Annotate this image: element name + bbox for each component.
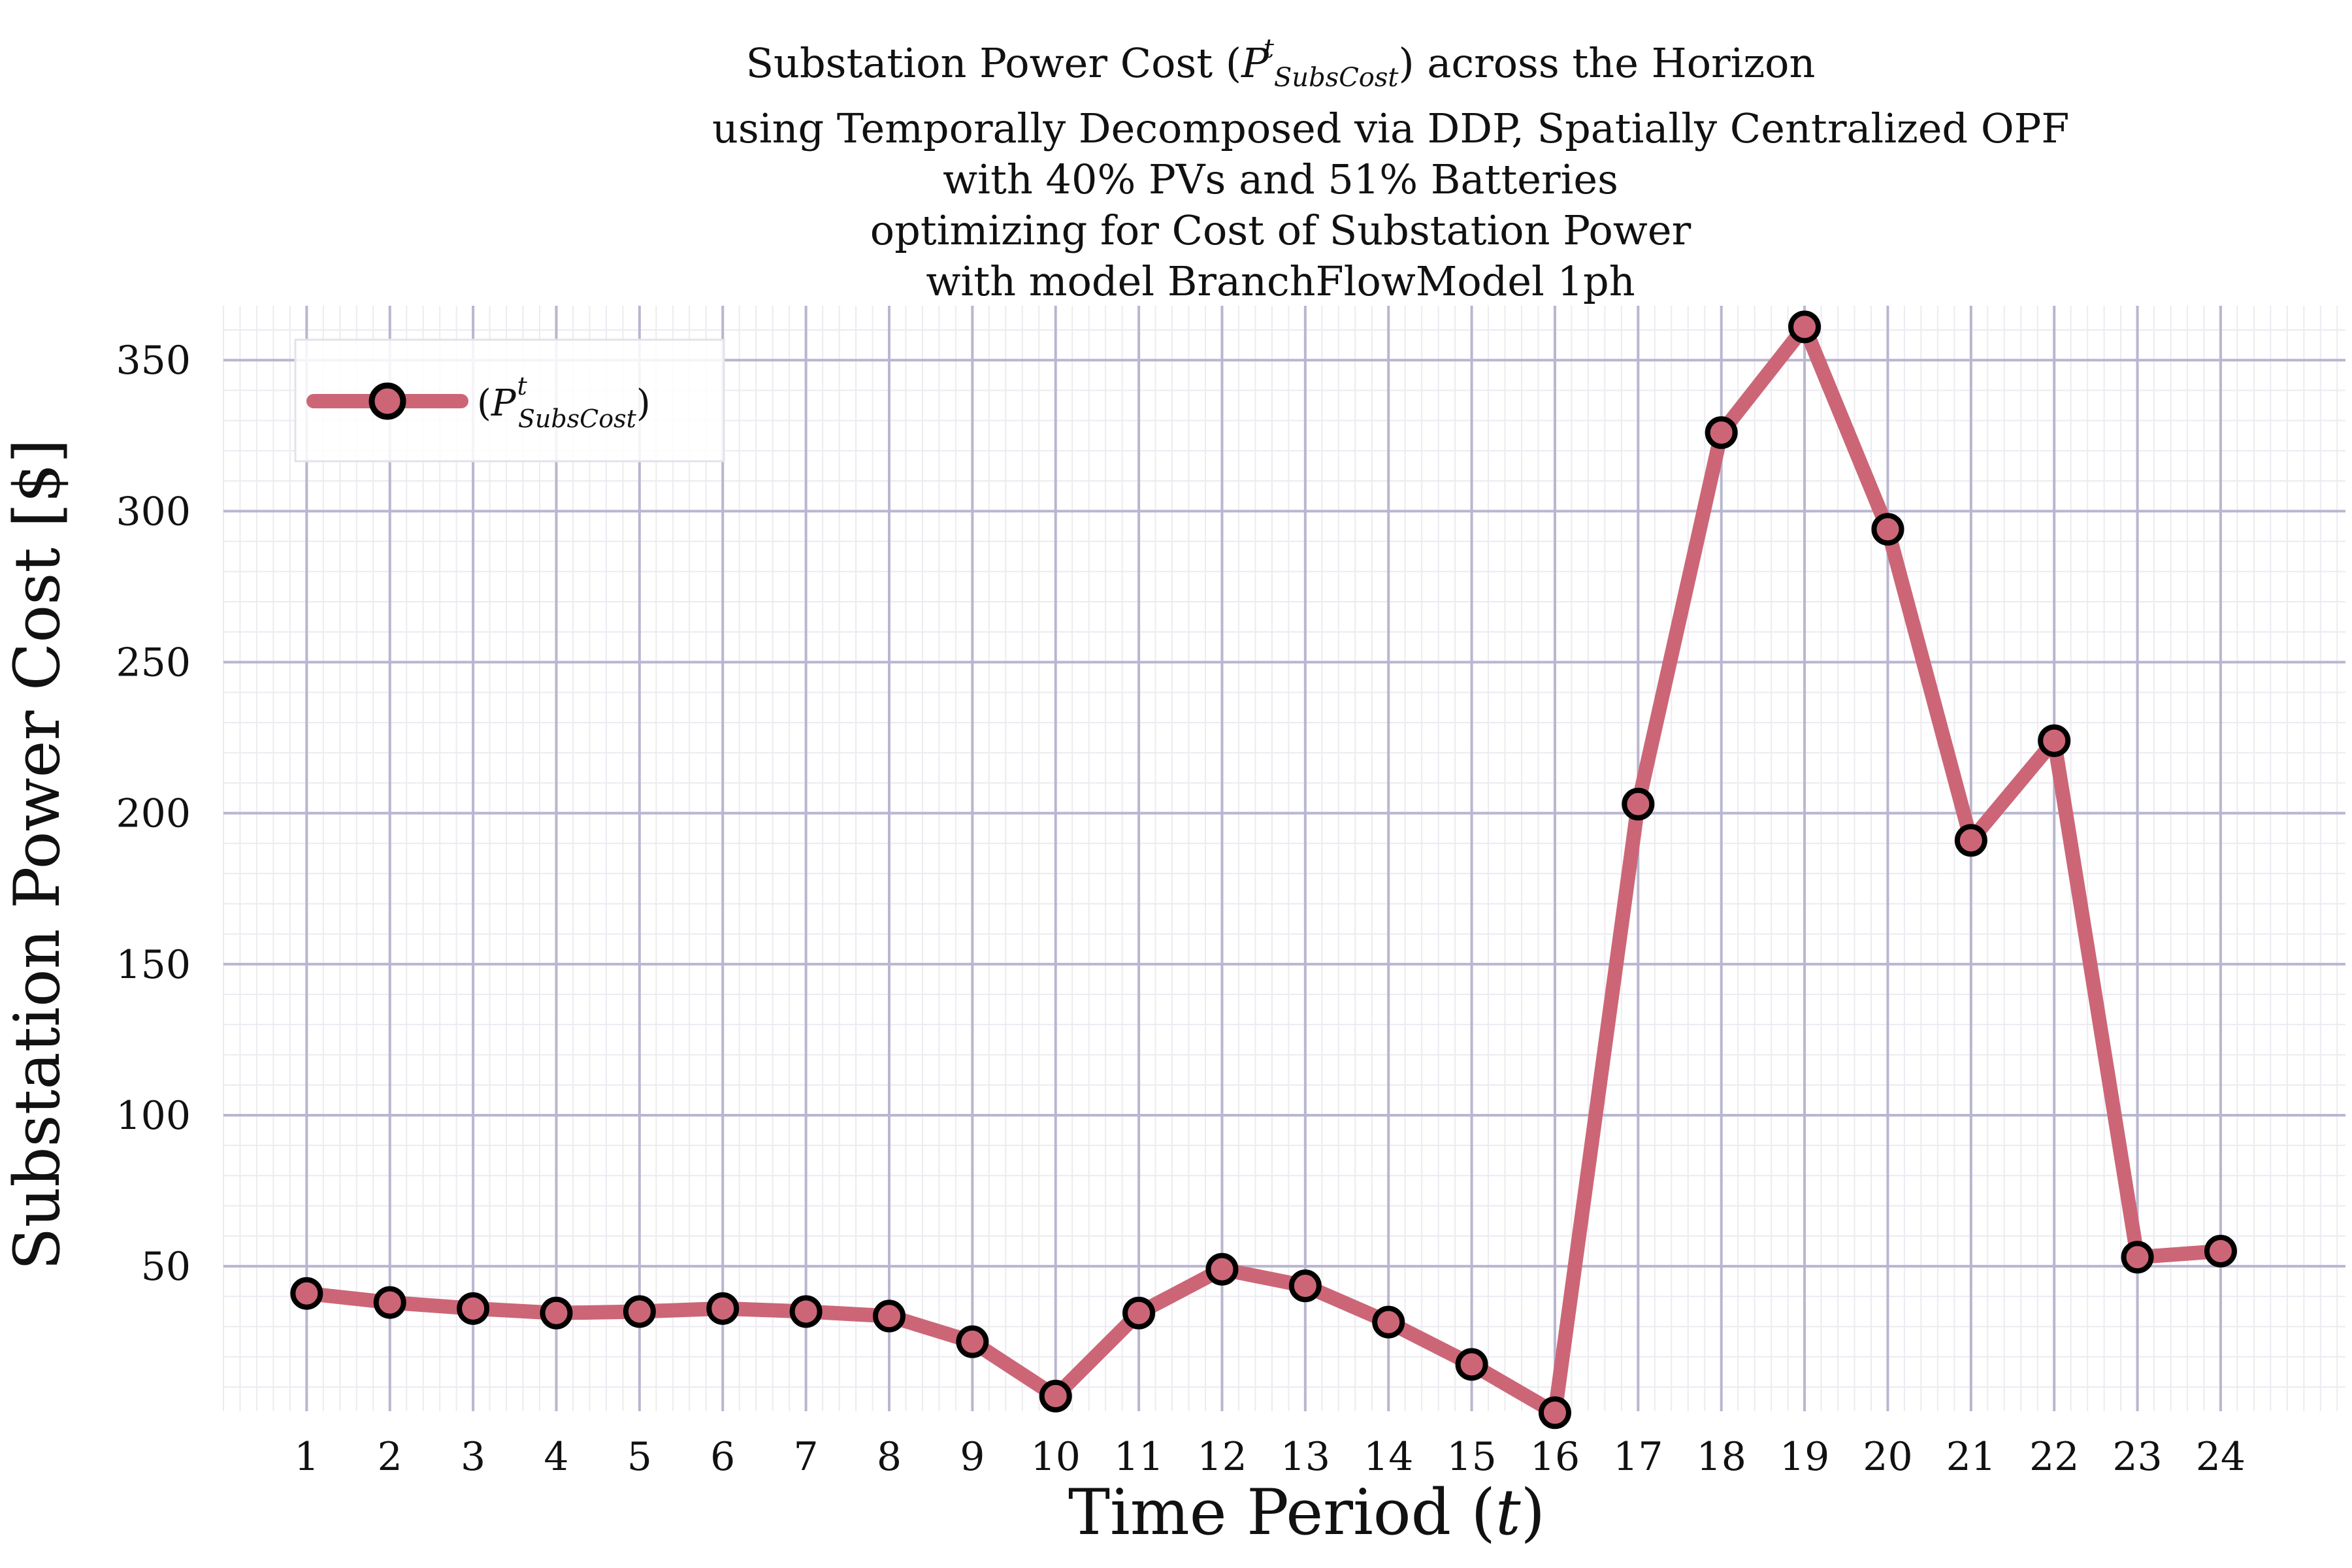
x-tick-label: 2 <box>378 1434 402 1480</box>
legend-symbol: P <box>491 382 517 425</box>
data-point-marker <box>623 1295 656 1328</box>
x-tick-label: 24 <box>2196 1434 2246 1480</box>
data-point-marker <box>1039 1379 1072 1413</box>
x-tick-label: 13 <box>1281 1434 1330 1480</box>
title-line-5: with model BranchFlowModel 1ph <box>926 257 1635 305</box>
y-axis-label: Substation Power Cost [$] <box>1 438 74 1270</box>
x-tick-label: 4 <box>544 1434 568 1480</box>
data-point-marker <box>872 1299 906 1333</box>
x-tick-label: 20 <box>1863 1434 1912 1480</box>
data-point-marker <box>457 1292 490 1325</box>
x-tick-label: 5 <box>627 1434 652 1480</box>
x-tick-label: 23 <box>2112 1434 2162 1480</box>
title-line-2: using Temporally Decomposed via DDP, Spa… <box>712 105 2070 152</box>
y-tick-label: 350 <box>116 338 191 384</box>
title-subscript: SubsCost <box>1273 63 1399 93</box>
data-point-marker <box>1372 1305 1405 1339</box>
data-point-marker <box>1871 513 1904 546</box>
x-tick-label: 16 <box>1530 1434 1580 1480</box>
legend: (Pt SubsCost) <box>294 338 725 463</box>
x-tick-label: 14 <box>1364 1434 1413 1480</box>
x-tick-label: 12 <box>1197 1434 1247 1480</box>
data-point-marker <box>1455 1348 1488 1381</box>
data-point-marker <box>1122 1296 1156 1330</box>
x-tick-label: 3 <box>461 1434 485 1480</box>
y-tick-label: 150 <box>116 942 191 988</box>
x-tick-label: 8 <box>877 1434 902 1480</box>
data-point-marker <box>1788 310 1821 344</box>
data-point-marker <box>789 1295 823 1328</box>
x-tick-label: 6 <box>710 1434 735 1480</box>
y-tick-label: 250 <box>116 640 191 686</box>
data-point-marker <box>2038 724 2071 757</box>
x-axis-tick-labels: 1 2 3 4 5 6 7 8 9 10 11 12 13 14 15 16 17 18 19 20 21 22 23 24 <box>294 1434 2246 1480</box>
data-point-marker <box>1538 1396 1571 1429</box>
chart-title: Substation Power Cost (PtSubsCost) acros… <box>712 24 2070 307</box>
x-tick-label: 7 <box>794 1434 819 1480</box>
x-axis-label-symbol: t <box>1495 1476 1521 1549</box>
title-superscript: t <box>1263 34 1274 64</box>
data-point-marker <box>540 1296 573 1330</box>
title-line-1: Substation Power Cost (PtSubsCost) acros… <box>712 24 1849 103</box>
title-line-1-prefix: Substation Power Cost ( <box>745 39 1242 87</box>
data-point-marker <box>290 1277 323 1310</box>
data-point-marker <box>373 1286 406 1319</box>
data-point-marker <box>2121 1241 2154 1274</box>
data-point-marker <box>1954 824 1987 857</box>
legend-close-paren: ) <box>636 382 651 425</box>
title-line-3: with 40% PVs and 51% Batteries <box>943 155 1618 203</box>
legend-superscript: t <box>517 372 528 400</box>
legend-marker-swatch <box>368 382 406 420</box>
minor-grid <box>223 306 2345 1411</box>
data-point-marker <box>1288 1269 1322 1303</box>
title-symbol: P <box>1241 39 1269 87</box>
major-grid <box>223 306 2345 1411</box>
x-tick-label: 18 <box>1697 1434 1746 1480</box>
title-line-4: optimizing for Cost of Substation Power <box>870 206 1691 254</box>
data-point-marker <box>1705 416 1738 449</box>
x-tick-label: 15 <box>1446 1434 1496 1480</box>
x-tick-label: 22 <box>2029 1434 2079 1480</box>
data-point-marker <box>956 1325 989 1358</box>
data-point-marker <box>706 1292 740 1325</box>
y-tick-label: 300 <box>116 489 191 534</box>
y-axis-tick-labels: 50 100 150 200 250 300 350 <box>116 338 191 1290</box>
data-point-marker <box>1205 1252 1239 1286</box>
x-tick-label: 1 <box>294 1434 319 1480</box>
x-axis-label: Time Period (t) <box>1068 1476 1545 1549</box>
y-tick-label: 50 <box>141 1244 191 1290</box>
series-line <box>299 319 2228 1420</box>
series-layer <box>290 310 2237 1429</box>
y-tick-label: 100 <box>116 1093 191 1139</box>
x-tick-label: 9 <box>960 1434 985 1480</box>
x-tick-label: 21 <box>1946 1434 1996 1480</box>
x-tick-label: 19 <box>1780 1434 1829 1480</box>
legend-subscript: SubsCost <box>518 404 637 433</box>
title-line-1-suffix: ) across the Horizon <box>1398 39 1816 87</box>
x-tick-label: 10 <box>1031 1434 1081 1480</box>
x-tick-label: 11 <box>1114 1434 1164 1480</box>
data-point-marker <box>2204 1234 2237 1267</box>
data-point-marker <box>1622 787 1655 821</box>
y-tick-label: 200 <box>116 791 191 837</box>
x-tick-label: 17 <box>1613 1434 1663 1480</box>
